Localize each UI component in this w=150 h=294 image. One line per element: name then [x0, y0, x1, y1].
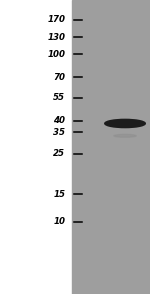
Text: 130: 130	[47, 33, 65, 42]
Text: 15: 15	[53, 190, 65, 198]
Bar	[72, 0, 150, 294]
Text: 25: 25	[53, 149, 65, 158]
Ellipse shape	[114, 134, 136, 137]
Text: 170: 170	[47, 16, 65, 24]
Text: 35: 35	[53, 128, 65, 137]
Text: 100: 100	[47, 50, 65, 59]
Text: 10: 10	[53, 218, 65, 226]
Text: 55: 55	[53, 93, 65, 102]
Text: 40: 40	[53, 116, 65, 125]
Ellipse shape	[105, 119, 145, 128]
Text: 70: 70	[53, 73, 65, 82]
